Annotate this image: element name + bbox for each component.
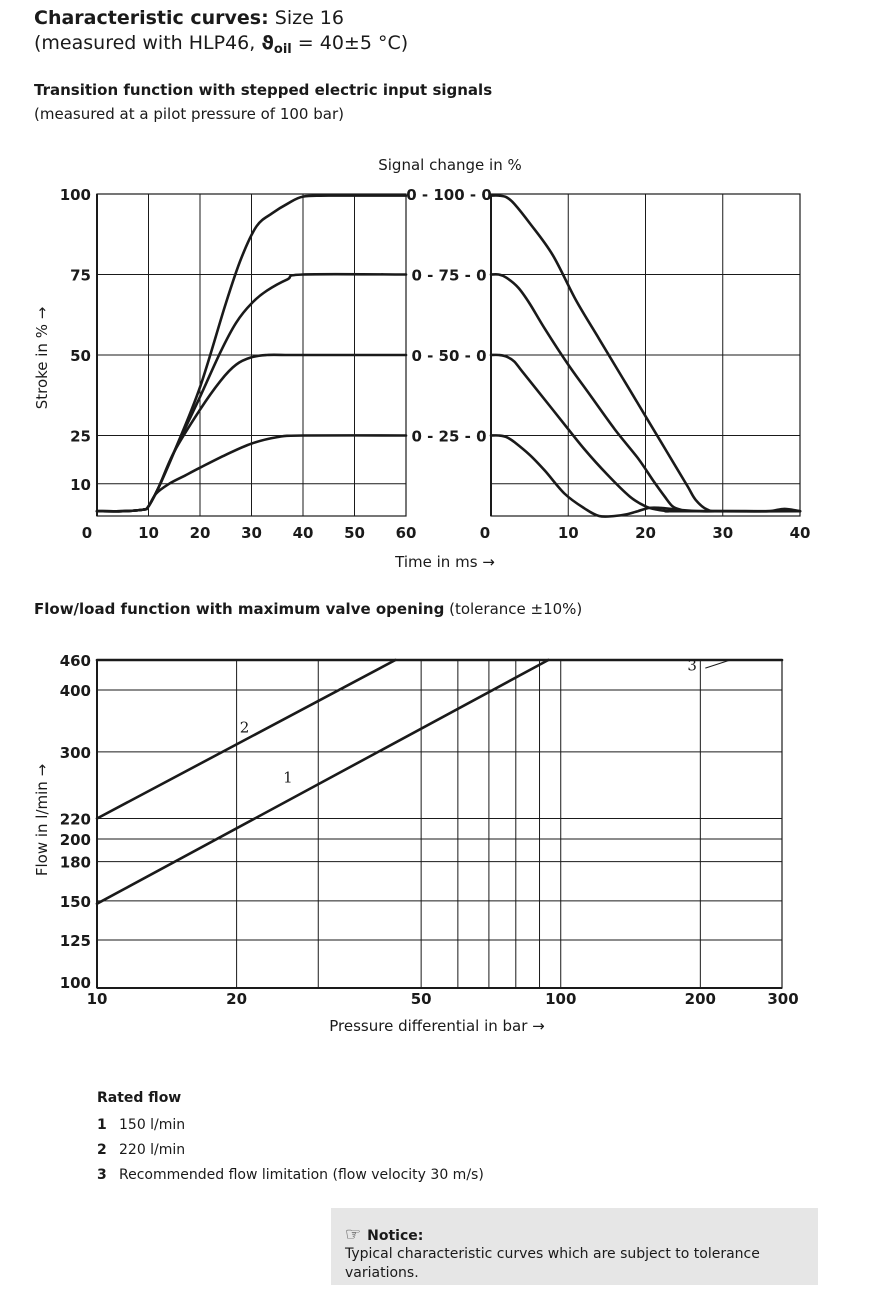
flow-x-tick-label: 200 bbox=[685, 990, 716, 1008]
flow-y-tick-label: 300 bbox=[60, 744, 91, 762]
flow-line-1-label: 1 bbox=[283, 769, 293, 787]
flow-y-tick-label: 460 bbox=[60, 652, 91, 670]
section1-note: (measured at a pilot pressure of 100 bar… bbox=[34, 105, 344, 123]
legend-item-3-number: 3 bbox=[97, 1167, 107, 1183]
subtitle-prefix: (measured with HLP46, bbox=[34, 32, 262, 54]
time-axis-title: Time in ms → bbox=[394, 553, 495, 571]
flow-y-tick-label: 150 bbox=[60, 893, 91, 911]
notice-heading: ☞ Notice: bbox=[345, 1224, 423, 1245]
page-subtitle: (measured with HLP46, ϑoil = 40±5 °C) bbox=[34, 31, 408, 58]
legend-item-3-text: Recommended flow limitation (flow veloci… bbox=[119, 1167, 484, 1183]
flow-line-2-label: 2 bbox=[240, 719, 250, 737]
flow-load-chart: 100 125 150 180 200 220 300 400 460 10 20 50 100 200 3… bbox=[33, 652, 799, 1035]
flow-y-tick-label: 180 bbox=[60, 854, 91, 872]
stroke-y-tick-label: 75 bbox=[70, 267, 91, 285]
switch-on-x-tick-label: 40 bbox=[293, 524, 314, 542]
signal-change-label: 0 - 100 - 0 bbox=[406, 186, 492, 204]
legend-item-2: 2 220 l/min bbox=[97, 1138, 484, 1163]
flow-y-tick-label: 220 bbox=[60, 811, 91, 829]
notice-text: Typical characteristic curves which are … bbox=[345, 1246, 760, 1281]
charts-canvas: 10 25 50 75 100 0 10 20 30 40 50 60 0 10 20 30 40 0 - 100… bbox=[33, 156, 810, 1035]
pressure-axis-title: Pressure differential in bar → bbox=[329, 1017, 544, 1035]
switch-off-curve bbox=[489, 194, 802, 513]
transition-chart: 10 25 50 75 100 0 10 20 30 40 50 60 0 10 20 30 40 0 - 100… bbox=[33, 156, 810, 571]
stroke-y-tick-label: 10 bbox=[70, 476, 91, 494]
flow-x-tick-label: 20 bbox=[226, 990, 247, 1008]
page-title: Characteristic curves: Size 16 bbox=[34, 6, 344, 30]
switch-off-curve bbox=[489, 434, 802, 518]
switch-on-curve bbox=[95, 434, 408, 513]
flow-line-2 bbox=[95, 658, 397, 820]
signal-change-title: Signal change in % bbox=[378, 156, 522, 174]
switch-off-x-tick-label: 40 bbox=[790, 524, 811, 542]
subtitle-suffix: = 40±5 °C) bbox=[291, 32, 409, 54]
switch-on-x-tick-label: 10 bbox=[138, 524, 159, 542]
flow-y-tick-label: 100 bbox=[60, 974, 91, 992]
stroke-axis-title: Stroke in % → bbox=[33, 307, 51, 410]
flow-y-tick-label: 200 bbox=[60, 831, 91, 849]
flow-y-tick-label: 400 bbox=[60, 682, 91, 700]
stroke-y-tick-label: 50 bbox=[70, 347, 91, 365]
hand-pointing-icon: ☞ bbox=[345, 1224, 362, 1245]
flow-x-tick-label: 100 bbox=[545, 990, 576, 1008]
flow-x-tick-label: 300 bbox=[767, 990, 798, 1008]
theta-subscript: oil bbox=[273, 42, 292, 57]
section2-heading: Flow/load function with maximum valve op… bbox=[34, 599, 582, 619]
switch-on-x-tick-label: 0 bbox=[82, 524, 92, 542]
flow-line-3-label: 3 bbox=[687, 657, 697, 675]
page-title-bold: Characteristic curves: bbox=[34, 7, 269, 29]
flow-x-tick-label: 10 bbox=[87, 990, 108, 1008]
switch-on-x-tick-label: 20 bbox=[190, 524, 211, 542]
legend-item-2-text: 220 l/min bbox=[119, 1142, 186, 1158]
signal-change-label: 0 - 25 - 0 bbox=[411, 428, 486, 446]
legend-item-3: 3 Recommended flow limitation (flow veloc… bbox=[97, 1163, 484, 1188]
signal-change-label: 0 - 50 - 0 bbox=[411, 347, 486, 365]
flow-line-3-leader bbox=[705, 659, 731, 669]
legend-title: Rated flow bbox=[97, 1090, 182, 1106]
switch-off-curve bbox=[489, 353, 802, 513]
legend-item-1: 1 150 l/min bbox=[97, 1113, 484, 1138]
switch-off-x-tick-label: 10 bbox=[558, 524, 579, 542]
switch-on-x-tick-label: 50 bbox=[344, 524, 365, 542]
flow-x-tick-label: 50 bbox=[411, 990, 432, 1008]
theta-symbol: ϑ bbox=[261, 32, 274, 54]
legend: Rated flow 1 150 l/min 2 220 l/min 3 Recomm… bbox=[97, 1086, 484, 1188]
legend-item-1-text: 150 l/min bbox=[119, 1117, 186, 1133]
switch-on-x-tick-label: 60 bbox=[396, 524, 417, 542]
section2-title: Flow/load function with maximum valve op… bbox=[34, 600, 445, 618]
flow-axis-title: Flow in l/min → bbox=[33, 764, 51, 876]
flow-line-1 bbox=[95, 658, 550, 906]
section2-note: (tolerance ±10%) bbox=[444, 600, 583, 618]
legend-item-2-number: 2 bbox=[97, 1142, 107, 1158]
signal-change-label: 0 - 75 - 0 bbox=[411, 267, 486, 285]
stroke-y-tick-label: 25 bbox=[70, 428, 91, 446]
stroke-y-tick-label: 100 bbox=[60, 186, 91, 204]
section1-title: Transition function with stepped electri… bbox=[34, 81, 493, 99]
switch-on-x-tick-label: 30 bbox=[241, 524, 262, 542]
legend-item-1-number: 1 bbox=[97, 1117, 107, 1133]
flow-plot-frame bbox=[96, 659, 783, 989]
notice-box: ☞ Notice: Typical characteristic curves w… bbox=[331, 1208, 818, 1285]
page-title-size: Size 16 bbox=[268, 7, 344, 29]
notice-title: Notice: bbox=[367, 1228, 424, 1244]
switch-off-x-tick-label: 30 bbox=[712, 524, 733, 542]
flow-y-tick-label: 125 bbox=[60, 932, 91, 950]
switch-off-x-tick-label: 20 bbox=[635, 524, 656, 542]
switch-off-x-tick-label: 0 bbox=[480, 524, 490, 542]
